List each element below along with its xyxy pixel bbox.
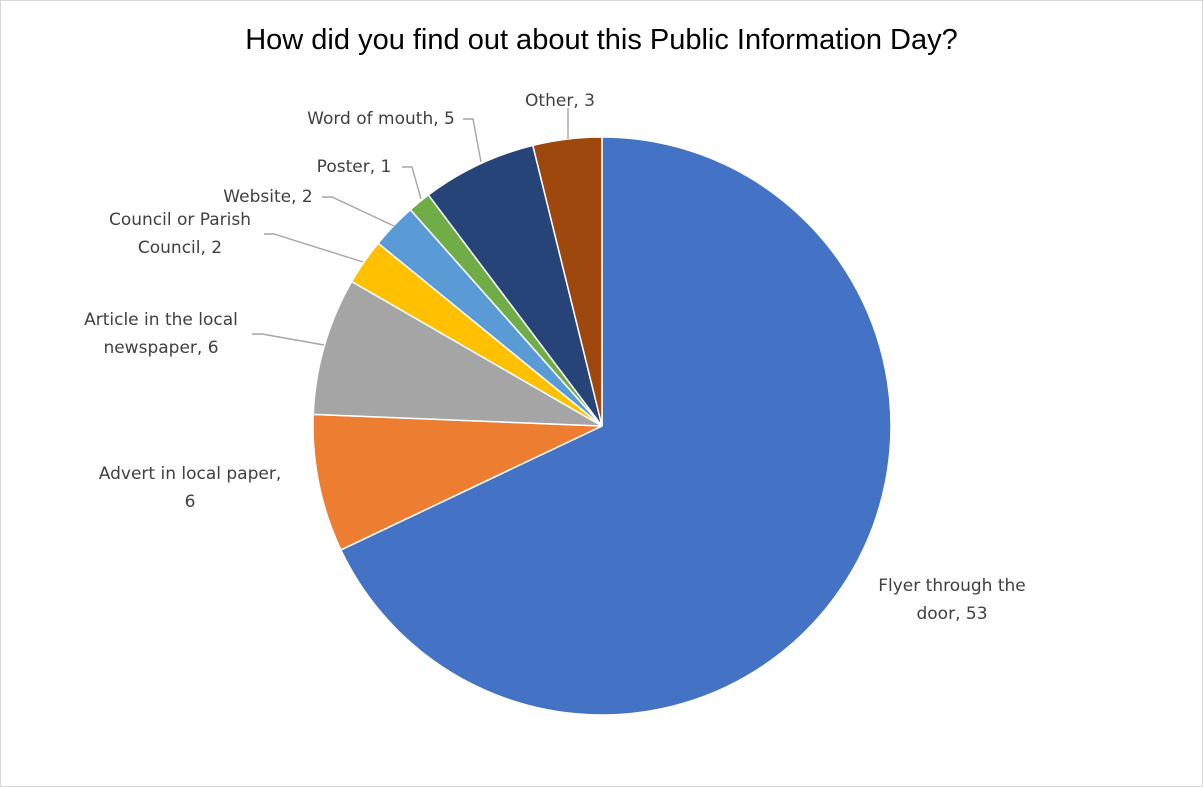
slice-label-line: Flyer through the [878, 576, 1026, 596]
chart-title: How did you find out about this Public I… [245, 24, 958, 56]
slice-label-line: Website, 2 [223, 187, 312, 207]
pie-slice-flyer-through-the-door [339, 136, 892, 716]
slice-label-advert-in-local-paper: Advert in local paper, 6 [99, 464, 281, 512]
slice-label-article-in-the-local-newspaper: Article in the local newspaper, 6 [84, 310, 238, 358]
slice-label-website: Website, 2 [223, 187, 312, 207]
leader-line-poster [402, 166, 422, 200]
leader-line-website [322, 196, 395, 227]
leader-line-word-of-mouth [463, 118, 482, 163]
slice-label-flyer-through-the-door: Flyer through the door, 53 [878, 576, 1026, 624]
slice-label-line: newspaper, 6 [103, 338, 218, 358]
slice-label-line: door, 53 [916, 604, 987, 624]
slice-label-line: 6 [185, 492, 196, 512]
slice-label-council-or-parish-council: Council or Parish Council, 2 [109, 210, 251, 258]
pie-slice-article-in-the-local-newspaper [312, 280, 603, 427]
slice-label-poster: Poster, 1 [317, 157, 392, 177]
slice-label-line: Advert in local paper, [99, 464, 281, 484]
slice-label-other: Other, 3 [525, 91, 595, 111]
slice-label-line: Council or Parish [109, 210, 251, 230]
slice-label-line: Word of mouth, 5 [307, 109, 455, 129]
leader-line-article-in-the-local-newspaper [252, 333, 325, 346]
slice-label-line: Other, 3 [525, 91, 595, 111]
pie-slice-advert-in-local-paper [312, 413, 603, 551]
leader-line-council-or-parish-council [264, 233, 364, 263]
slice-label-line: Poster, 1 [317, 157, 392, 177]
slice-label-word-of-mouth: Word of mouth, 5 [307, 109, 455, 129]
pie-slice-word-of-mouth [427, 144, 603, 427]
pie-slice-other [531, 136, 603, 427]
slice-label-line: Article in the local [84, 310, 238, 330]
slice-label-line: Council, 2 [138, 238, 222, 258]
